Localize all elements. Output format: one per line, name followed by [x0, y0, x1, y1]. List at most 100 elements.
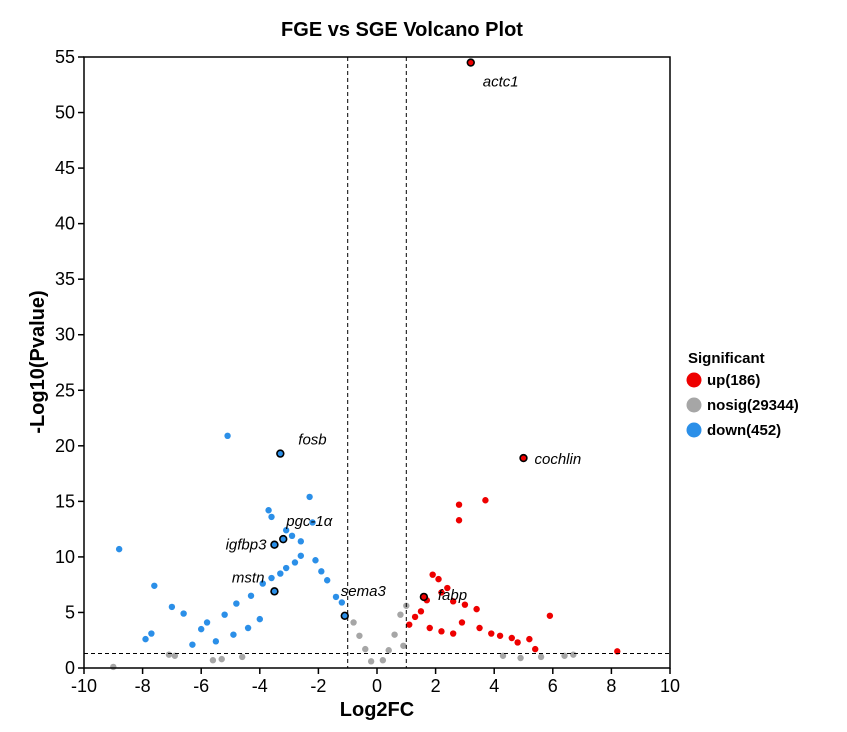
x-tick-label: 10	[660, 676, 680, 696]
data-point	[449, 598, 457, 605]
data-point	[423, 597, 431, 604]
data-point	[350, 619, 357, 626]
legend: Significant up(186) nosig(29344) down(452)	[686, 350, 799, 439]
data-point	[367, 658, 375, 665]
y-tick-label: 30	[55, 325, 75, 345]
data-point	[221, 611, 228, 618]
highlighted-gene-point	[279, 534, 288, 544]
data-point	[514, 639, 521, 646]
legend-entries: up(186) nosig(29344) down(452)	[686, 372, 799, 439]
x-tick-label: 8	[606, 676, 616, 696]
data-point	[277, 450, 284, 457]
data-point	[429, 571, 436, 578]
data-point	[218, 655, 225, 663]
data-point	[306, 493, 313, 501]
data-point	[189, 641, 196, 648]
data-point	[458, 619, 466, 626]
data-point	[203, 619, 211, 626]
gene-label: igfbp3	[226, 537, 268, 554]
data-point	[297, 552, 305, 559]
y-tick-label: 35	[55, 269, 75, 289]
gene-annotations: actc1 cochlin fosb pgc-1α igfbp3 mstn sema3 fab…	[226, 58, 582, 620]
x-tick-label: 2	[431, 676, 441, 696]
highlighted-gene-point	[276, 449, 285, 458]
y-tick-label: 50	[55, 103, 75, 123]
data-point	[230, 631, 237, 638]
data-point	[444, 584, 451, 592]
threshold-lines	[84, 57, 670, 668]
x-tick-label: -2	[310, 676, 326, 696]
data-point	[271, 588, 278, 595]
gene-label: cochlin	[535, 451, 582, 468]
data-point	[312, 557, 319, 564]
gene-label: sema3	[341, 583, 387, 600]
y-tick-label: 45	[55, 158, 75, 178]
data-point	[400, 642, 407, 649]
gene-label: fabp	[438, 587, 467, 604]
data-point	[239, 653, 246, 661]
legend-entry-label: down(452)	[707, 422, 781, 439]
legend-title: Significant	[688, 350, 765, 367]
y-tick-label: 20	[55, 436, 75, 456]
data-point	[455, 501, 463, 508]
data-point	[233, 600, 240, 607]
highlighted-gene-point	[466, 58, 475, 67]
highlighted-gene-point	[419, 592, 429, 602]
x-tick-label: -8	[135, 676, 151, 696]
data-point	[338, 599, 346, 606]
data-point	[508, 634, 515, 642]
y-tick-label: 0	[65, 658, 75, 678]
data-point	[520, 454, 527, 462]
legend-entry-label: up(186)	[707, 372, 760, 389]
data-point	[385, 647, 392, 654]
legend-entry-label: nosig(29344)	[707, 397, 799, 414]
data-point	[476, 624, 483, 632]
x-tick-label: 4	[489, 676, 499, 696]
data-point	[417, 608, 425, 615]
data-point	[406, 621, 413, 628]
data-point	[473, 605, 480, 613]
data-point	[455, 517, 463, 524]
data-point	[247, 592, 255, 599]
data-point	[391, 631, 398, 638]
y-axis-title: -Log10(Pvalue)	[27, 290, 49, 433]
gene-label: fosb	[298, 432, 326, 449]
data-point	[526, 635, 533, 643]
legend-swatch	[686, 372, 702, 388]
data-point	[148, 630, 155, 637]
points-layer	[110, 59, 621, 671]
data-point	[268, 513, 275, 521]
data-point	[268, 574, 275, 582]
data-point	[256, 615, 263, 623]
y-tick-label: 10	[55, 547, 75, 567]
highlighted-gene-point	[270, 540, 279, 549]
data-point	[110, 663, 117, 671]
data-point	[356, 632, 363, 639]
y-tick-label: 55	[55, 47, 75, 67]
x-tick-label: -10	[71, 676, 97, 696]
data-point	[171, 652, 179, 659]
chart-title: FGE vs SGE Volcano Plot	[281, 19, 523, 41]
data-point	[561, 652, 568, 659]
highlighted-gene-point	[340, 611, 349, 620]
data-point	[379, 657, 387, 664]
x-tick-label: 0	[372, 676, 382, 696]
data-point	[165, 651, 173, 658]
data-point	[212, 638, 220, 645]
data-point	[115, 545, 123, 553]
x-tick-label: -6	[193, 676, 209, 696]
data-point	[297, 538, 305, 545]
data-point	[546, 612, 554, 619]
legend-swatch	[686, 422, 702, 438]
data-point	[180, 610, 187, 617]
highlighted-gene-point	[519, 453, 528, 463]
data-point	[482, 497, 489, 504]
data-point	[449, 630, 457, 637]
data-point	[438, 589, 445, 596]
legend-swatch	[686, 397, 702, 413]
data-point	[151, 582, 158, 589]
data-point	[198, 625, 205, 633]
data-point	[332, 593, 340, 601]
plot-frame	[83, 56, 671, 669]
